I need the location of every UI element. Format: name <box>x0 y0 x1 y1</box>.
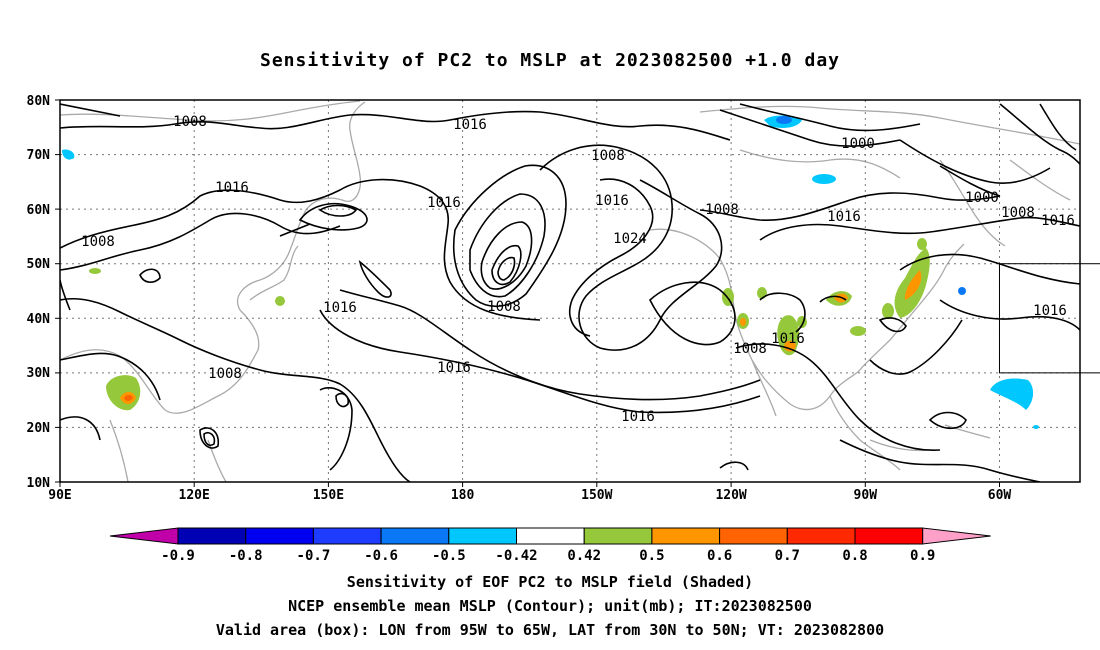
colorbar-tick-label: -0.42 <box>495 548 537 564</box>
lat-label: 30N <box>27 366 51 381</box>
colorbar-arrow-low <box>109 527 179 545</box>
contour-label: 1016 <box>621 409 655 425</box>
lon-label: 150E <box>313 488 344 503</box>
contour-label: 1008 <box>487 299 521 315</box>
lat-label: 50N <box>27 257 51 272</box>
mslp-contours <box>60 103 1080 482</box>
colorbar-tick-label: 0.7 <box>775 548 800 564</box>
contour-label: 1016 <box>1033 303 1067 319</box>
colorbar-segment <box>719 527 788 545</box>
contour-label: 1008 <box>173 114 207 130</box>
contour-label: 1016 <box>323 300 357 316</box>
contour-label: 1000 <box>965 190 999 206</box>
chart-title: Sensitivity of PC2 to MSLP at 2023082500… <box>259 50 840 71</box>
contour-label: 1024 <box>613 231 647 247</box>
lon-label: 150W <box>581 488 612 503</box>
colorbar-segment <box>786 527 856 545</box>
lon-label: 90W <box>854 488 878 503</box>
contour-label: 1016 <box>595 193 629 209</box>
contour-label: 1016 <box>1041 213 1075 229</box>
colorbar-segment <box>312 527 382 545</box>
lon-label: 180 <box>451 488 475 503</box>
contour-label: 1008 <box>208 366 242 382</box>
lat-label: 40N <box>27 312 51 327</box>
colorbar-segment <box>177 527 247 545</box>
lon-label: 60W <box>988 488 1012 503</box>
contour-label: 1008 <box>1001 205 1035 221</box>
colorbar-tick-label: -0.5 <box>432 548 466 564</box>
colorbar-tick-label: -0.6 <box>364 548 398 564</box>
caption-line-1: Sensitivity of EOF PC2 to MSLP field (Sh… <box>346 573 754 591</box>
colorbar-segment <box>854 527 924 545</box>
caption-line-2: NCEP ensemble mean MSLP (Contour); unit(… <box>288 597 812 615</box>
colorbar-tick-label: 0.42 <box>567 548 601 564</box>
lat-label: 80N <box>27 94 51 109</box>
colorbar-segment <box>583 527 653 545</box>
colorbar: -0.9 -0.8 -0.7 -0.6 -0.5 -0.42 0.42 0.5 0.6 0.7 0.… <box>109 527 991 564</box>
colorbar-tick-label: -0.8 <box>229 548 263 564</box>
colorbar-tick-label: 0.9 <box>910 548 935 564</box>
colorbar-tick-label: 0.6 <box>707 548 732 564</box>
contour-label: 1016 <box>453 117 487 133</box>
contour-label: 1008 <box>81 234 115 250</box>
lat-label: 20N <box>27 421 51 436</box>
colorbar-tick-label: -0.9 <box>161 548 195 564</box>
coastlines <box>60 100 1080 482</box>
contour-label: 1000 <box>841 136 875 152</box>
caption-line-3: Valid area (box): LON from 95W to 65W, L… <box>215 621 885 639</box>
colorbar-segment <box>380 527 450 545</box>
contour-label: 1008 <box>705 202 739 218</box>
colorbar-tick-label: -0.7 <box>297 548 331 564</box>
map-frame <box>59 99 1081 483</box>
contour-labels: 1008 1016 1016 1016 1008 1016 1008 1000 … <box>81 114 1075 425</box>
colorbar-segment <box>245 527 314 545</box>
sensitivity-shading <box>62 115 1039 429</box>
contour-label: 1016 <box>427 195 461 211</box>
contour-label: 1008 <box>733 341 767 357</box>
lon-axis: 90E 120E 150E 180 150W 120W 90W 60W <box>48 482 1011 503</box>
contour-label: 1016 <box>827 209 861 225</box>
contour-label: 1016 <box>437 360 471 376</box>
colorbar-segment <box>516 527 585 545</box>
lon-label: 120W <box>715 488 746 503</box>
lat-axis: 80N 70N 60N 50N 40N 30N 20N 10N <box>27 94 60 491</box>
lon-label: 120E <box>179 488 210 503</box>
colorbar-segment <box>448 527 517 545</box>
colorbar-arrow-high <box>922 527 991 545</box>
colorbar-tick-label: 0.8 <box>842 548 867 564</box>
contour-label: 1008 <box>591 148 625 164</box>
lon-label: 90E <box>48 488 71 503</box>
lat-label: 60N <box>27 203 51 218</box>
lat-label: 10N <box>27 476 51 491</box>
lat-label: 70N <box>27 148 51 163</box>
contour-label: 1016 <box>771 331 805 347</box>
contour-label: 1016 <box>215 180 249 196</box>
colorbar-tick-label: 0.5 <box>639 548 664 564</box>
colorbar-segment <box>651 527 721 545</box>
